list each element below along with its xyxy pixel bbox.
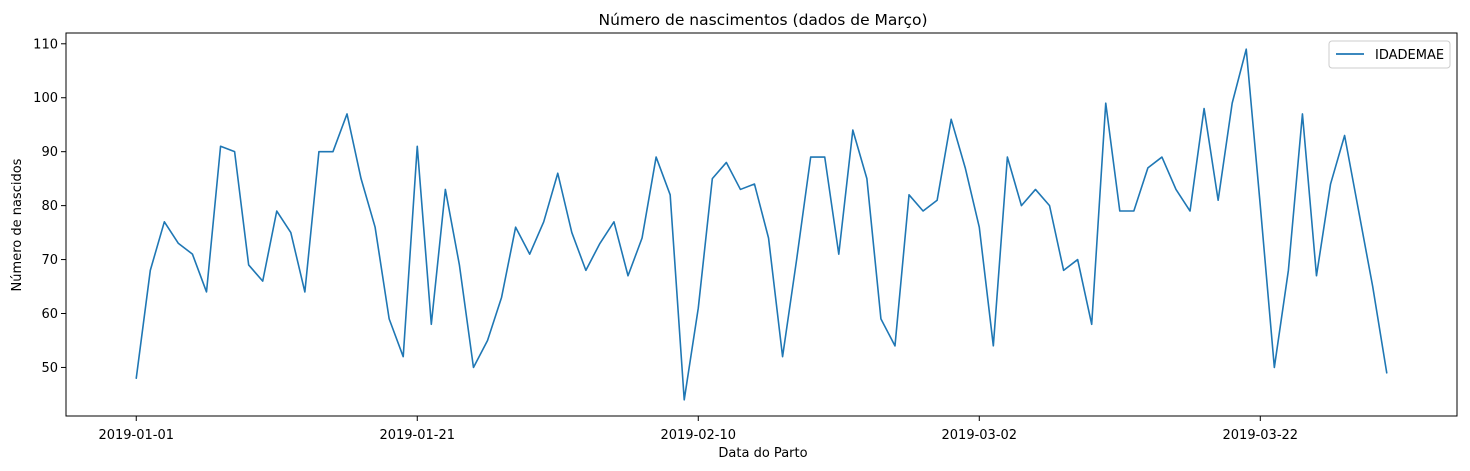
y-tick-label: 70 xyxy=(41,253,58,268)
y-tick-label: 60 xyxy=(41,307,58,322)
plot-frame xyxy=(65,32,1458,417)
y-tick-label: 90 xyxy=(41,145,58,160)
x-tick-label: 2019-02-10 xyxy=(660,428,736,443)
x-axis: 2019-01-01 2019-01-21 2019-02-10 2019-03-02… xyxy=(98,416,1298,443)
legend: IDADEMAE xyxy=(1328,40,1451,69)
y-axis-label: Número de nascidos xyxy=(10,158,25,291)
y-axis: 50 60 70 80 90 100 110 xyxy=(33,37,66,376)
y-tick-label: 80 xyxy=(41,199,58,214)
chart-title: Número de nascimentos (dados de Março) xyxy=(598,11,927,29)
legend-box xyxy=(1328,40,1451,69)
x-tick-label: 2019-03-22 xyxy=(1223,428,1299,443)
x-tick-label: 2019-01-01 xyxy=(98,428,174,443)
x-axis-label: Data do Parto xyxy=(718,446,807,461)
series-line-idademae xyxy=(135,48,1388,401)
series-layer xyxy=(135,48,1388,401)
y-tick-label: 110 xyxy=(33,37,58,52)
y-tick-label: 50 xyxy=(41,361,58,376)
y-tick-label: 100 xyxy=(33,91,58,106)
legend-label-idademae: IDADEMAE xyxy=(1375,48,1444,63)
x-tick-label: 2019-03-02 xyxy=(942,428,1018,443)
x-tick-label: 2019-01-21 xyxy=(379,428,455,443)
